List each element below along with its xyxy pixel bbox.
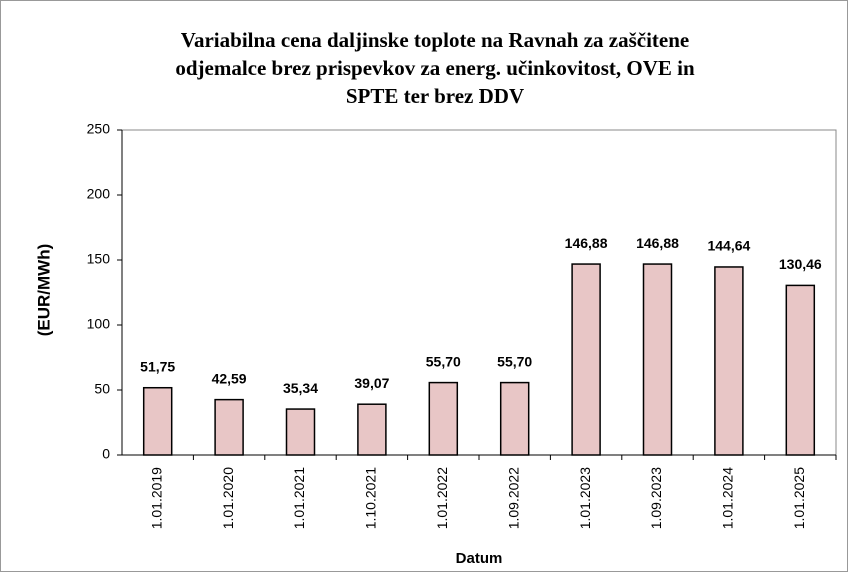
bar [571, 263, 601, 456]
data-label: 39,07 [354, 375, 389, 391]
data-label: 146,88 [565, 235, 608, 251]
data-label: 130,46 [779, 256, 822, 272]
bar [714, 266, 744, 456]
y-tick-label: 200 [87, 186, 111, 202]
x-tick-label: 1.01.2019 [148, 467, 164, 529]
bar [214, 398, 244, 456]
x-tick-label: 1.01.2025 [791, 467, 807, 529]
x-tick-label: 1.01.2020 [220, 467, 236, 529]
x-axis-label: Datum [456, 550, 503, 567]
y-tick-label: 250 [87, 121, 111, 137]
bar [785, 284, 816, 456]
x-tick-label: 1.01.2021 [291, 467, 307, 529]
data-label: 55,70 [426, 353, 461, 369]
x-tick-label: 1.10.2021 [363, 467, 379, 529]
chart-title: Variabilna cena daljinske toplote na Rav… [181, 28, 690, 52]
y-tick-label: 50 [94, 381, 110, 397]
x-tick-label: 1.01.2022 [434, 467, 450, 529]
chart-title: odjemalce brez prispevkov za energ. učin… [175, 56, 695, 80]
y-tick-label: 150 [87, 251, 111, 267]
bar [285, 408, 316, 456]
y-tick-label: 100 [87, 316, 111, 332]
x-tick-label: 1.09.2022 [505, 467, 521, 529]
x-tick-label: 1.09.2023 [648, 467, 664, 529]
data-label: 55,70 [497, 353, 532, 369]
x-tick-label: 1.01.2023 [577, 467, 593, 529]
chart-title: SPTE ter brez DDV [346, 84, 524, 108]
bar [142, 386, 173, 456]
data-label: 146,88 [636, 235, 679, 251]
y-axis-label: (EUR/MWh) [34, 244, 53, 337]
bar [642, 263, 673, 456]
data-label: 35,34 [283, 380, 318, 396]
data-label: 42,59 [212, 370, 247, 386]
bar [428, 381, 459, 456]
bar [499, 381, 530, 456]
data-label: 144,64 [707, 238, 750, 254]
y-tick-label: 0 [102, 446, 110, 462]
bar [357, 403, 387, 456]
data-label: 51,75 [140, 358, 175, 374]
x-tick-label: 1.01.2024 [720, 467, 736, 529]
